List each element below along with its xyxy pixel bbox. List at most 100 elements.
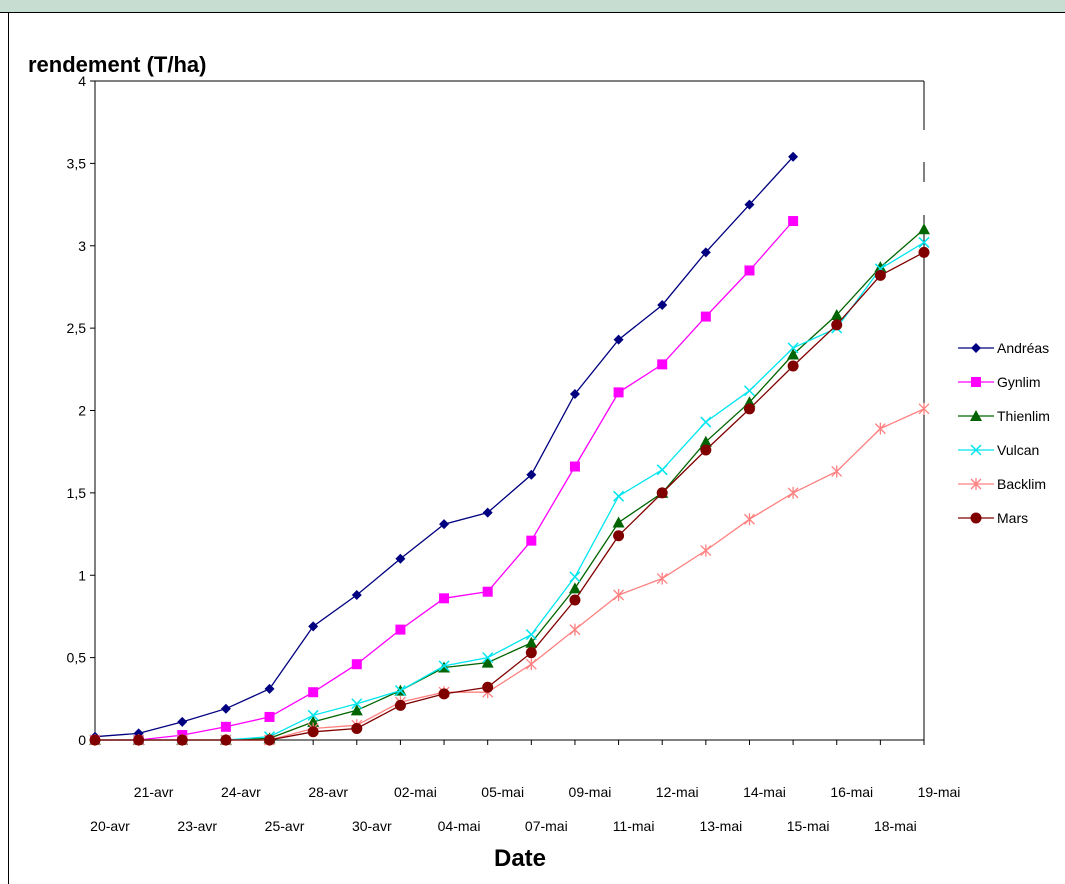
x-tick-label: 30-avr [352,818,392,834]
legend-item: Gynlim [958,374,1041,390]
data-point [525,658,537,671]
series-line [95,241,925,741]
data-point [613,387,624,398]
data-point [220,734,232,746]
data-point [220,703,231,714]
data-point [831,319,843,331]
data-point [569,594,581,606]
data-point [700,544,712,557]
series-andréas [90,151,799,742]
x-tick-label: 12-mai [656,784,699,800]
data-point [482,507,493,518]
data-point [439,593,450,604]
data-point [787,348,800,360]
data-point [351,722,363,734]
data-point [569,389,580,400]
x-tick-label: 05-mai [481,784,524,800]
legend-label: Mars [997,510,1028,526]
data-point [700,247,711,258]
data-point-stroke [307,709,319,721]
data-point [874,269,886,281]
data-point [264,734,276,746]
data-point [918,236,930,248]
y-tick-label: 0,5 [67,650,87,666]
window-top-bar [0,0,1065,13]
data-point [787,342,799,354]
x-tick-label: 18-mai [874,818,917,834]
data-point [787,360,799,372]
series-vulcan [89,236,930,746]
data-point-stroke [525,629,537,641]
x-tick-label: 11-mai [613,818,655,834]
data-point [788,216,799,227]
y-tick-label: 3 [78,238,86,254]
data-point [438,688,450,700]
data-point [176,734,188,746]
data-point [831,465,843,478]
data-point [482,586,493,597]
data-point [395,624,406,635]
data-point [657,359,668,370]
data-point [526,469,537,480]
data-point-stroke [351,698,363,710]
data-point-stroke [569,571,581,583]
data-point [308,687,319,698]
data-point [970,478,982,490]
y-tick-label: 1 [78,567,86,583]
x-tick-label: 25-avr [265,818,305,834]
data-point [918,246,930,258]
data-point [656,487,668,499]
data-point [700,416,712,428]
data-point-stroke [438,660,450,672]
data-point [700,311,711,322]
data-point-stroke [482,652,494,664]
x-tick-label: 14-mai [743,784,786,800]
data-point [657,300,668,311]
data-point [612,516,625,528]
data-point [350,704,363,716]
data-point-stroke [613,490,625,502]
legend-label: Gynlim [997,374,1041,390]
data-point [613,490,625,502]
legend: Andréas Gynlim Thienlim Vulcan Backlim Mars [958,340,1050,526]
data-point [656,572,668,585]
data-point-stroke [700,416,712,428]
x-tick-label: 16-mai [830,784,873,800]
data-point [744,265,755,276]
data-point [264,711,275,722]
y-tick-label: 3,5 [67,155,87,171]
x-tick-label: 24-avr [221,784,261,800]
data-point [743,385,756,397]
data-point [971,377,981,387]
data-point [970,444,982,456]
data-point [394,685,406,697]
data-point [569,571,581,583]
chart-axes: 0 0,5 1 1,5 2 2,5 3 3,5 4 20-avr 21-avr 23-avr 24-av… [67,73,961,834]
data-point [220,721,231,732]
x-tick-label: 13-mai [699,818,742,834]
x-tick-label: 07-mai [525,818,568,834]
legend-label: Vulcan [997,442,1039,458]
data-point-stroke [656,464,668,476]
data-point-stroke [787,342,799,354]
data-point [394,699,406,711]
data-point [656,464,668,476]
data-point [613,530,625,542]
data-point [525,629,537,641]
y-tick-label: 2 [78,403,86,419]
series-backlim [89,402,930,746]
data-point-stroke [918,236,930,248]
data-point-stroke [743,385,756,397]
data-point [395,553,406,564]
data-point [351,590,362,601]
data-point [525,647,537,659]
data-point [569,461,580,472]
legend-label: Andréas [997,340,1049,356]
x-tick-label: 15-mai [787,818,830,834]
data-point [351,659,362,670]
series-line [95,251,925,741]
legend-label: Thienlim [997,408,1050,424]
data-point [177,716,188,727]
series-line [95,408,925,741]
